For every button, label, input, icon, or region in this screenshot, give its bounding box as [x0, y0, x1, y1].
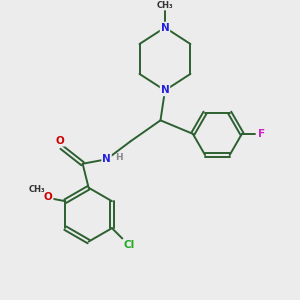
Text: F: F [258, 129, 265, 139]
Text: N: N [102, 154, 111, 164]
Text: CH₃: CH₃ [157, 1, 173, 10]
Text: O: O [56, 136, 64, 146]
Text: O: O [44, 192, 52, 202]
Text: N: N [160, 22, 169, 32]
Text: Cl: Cl [123, 240, 135, 250]
Text: N: N [160, 85, 169, 95]
Text: CH₃: CH₃ [29, 185, 45, 194]
Text: H: H [115, 153, 123, 162]
